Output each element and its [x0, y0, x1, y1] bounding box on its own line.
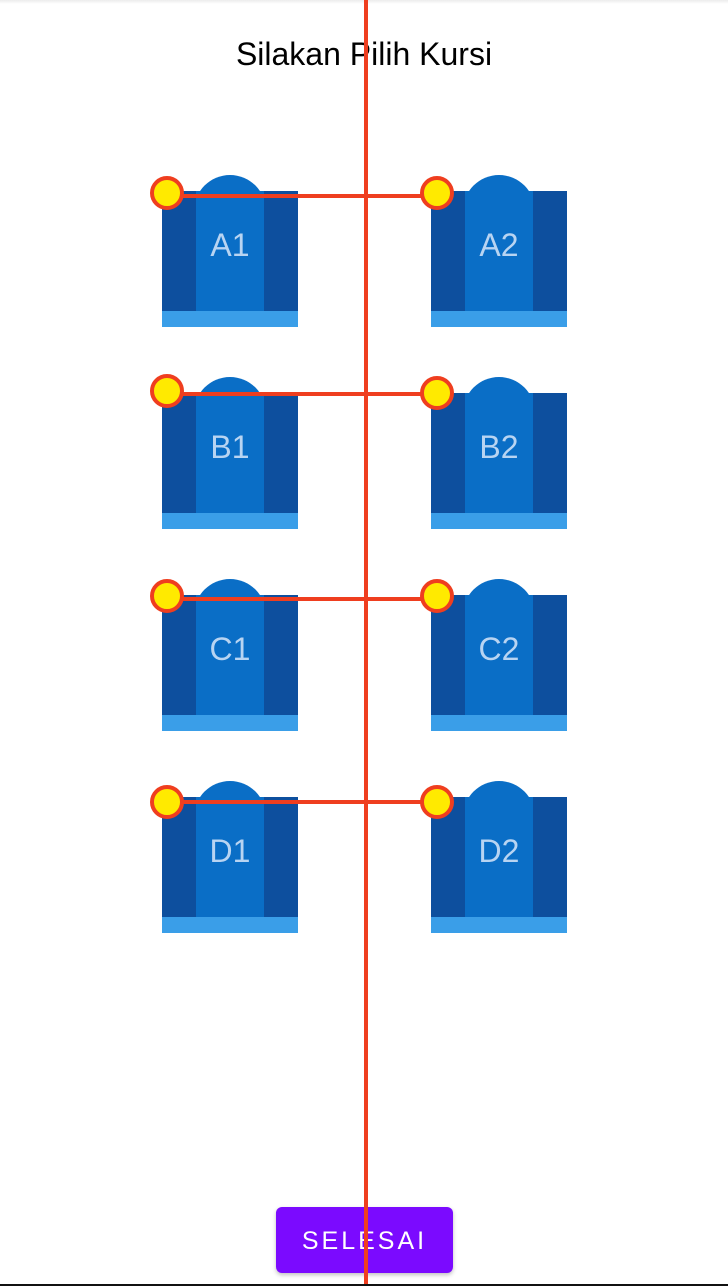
seat-label: D1	[209, 833, 251, 869]
seat-base	[431, 311, 567, 327]
marker-c2-dot	[420, 579, 454, 613]
seat-cushion	[465, 393, 533, 513]
seat-c2[interactable]: C2	[431, 579, 567, 731]
marker-c1-dot	[150, 579, 184, 613]
seat-label: C1	[209, 631, 251, 667]
marker-a1-dot	[150, 176, 184, 210]
done-button[interactable]: SELESAI	[276, 1207, 453, 1273]
seat-d2[interactable]: D2	[431, 781, 567, 933]
seat-cushion	[196, 797, 264, 917]
seat-base	[431, 513, 567, 529]
seat-base	[431, 715, 567, 731]
seat-label: A2	[479, 227, 519, 263]
seat-b1[interactable]: B1	[162, 377, 298, 529]
row-a-guide-line	[167, 194, 438, 198]
row-d-guide-line	[167, 800, 438, 804]
page-title: Silakan Pilih Kursi	[235, 36, 493, 72]
seat-label: B1	[210, 429, 250, 465]
seat-c1[interactable]: C1	[162, 579, 298, 731]
seat-base	[162, 715, 298, 731]
seat-label: B2	[479, 429, 519, 465]
bottom-edge	[0, 1284, 728, 1286]
seat-base	[431, 917, 567, 933]
marker-b1-dot	[150, 374, 184, 408]
seat-a2[interactable]: A2	[431, 175, 567, 327]
marker-d2-dot	[420, 785, 454, 819]
seat-base	[162, 917, 298, 933]
seat-b2[interactable]: B2	[431, 377, 567, 529]
marker-a2-dot	[420, 176, 454, 210]
marker-d1-dot	[150, 785, 184, 819]
marker-b2-dot	[420, 376, 454, 410]
seat-cushion	[465, 191, 533, 311]
row-c-guide-line	[167, 597, 438, 601]
center-guide-line	[364, 0, 368, 1286]
seat-base	[162, 311, 298, 327]
seat-label: D2	[478, 833, 520, 869]
seat-base	[162, 513, 298, 529]
seat-cushion	[196, 393, 264, 513]
row-b-guide-line	[167, 392, 438, 396]
seat-label: C2	[478, 631, 520, 667]
seat-cushion	[196, 191, 264, 311]
seat-cushion	[196, 595, 264, 715]
seat-cushion	[465, 595, 533, 715]
seat-label: A1	[210, 227, 250, 263]
seat-cushion	[465, 797, 533, 917]
seat-a1[interactable]: A1	[162, 175, 298, 327]
seat-d1[interactable]: D1	[162, 781, 298, 933]
